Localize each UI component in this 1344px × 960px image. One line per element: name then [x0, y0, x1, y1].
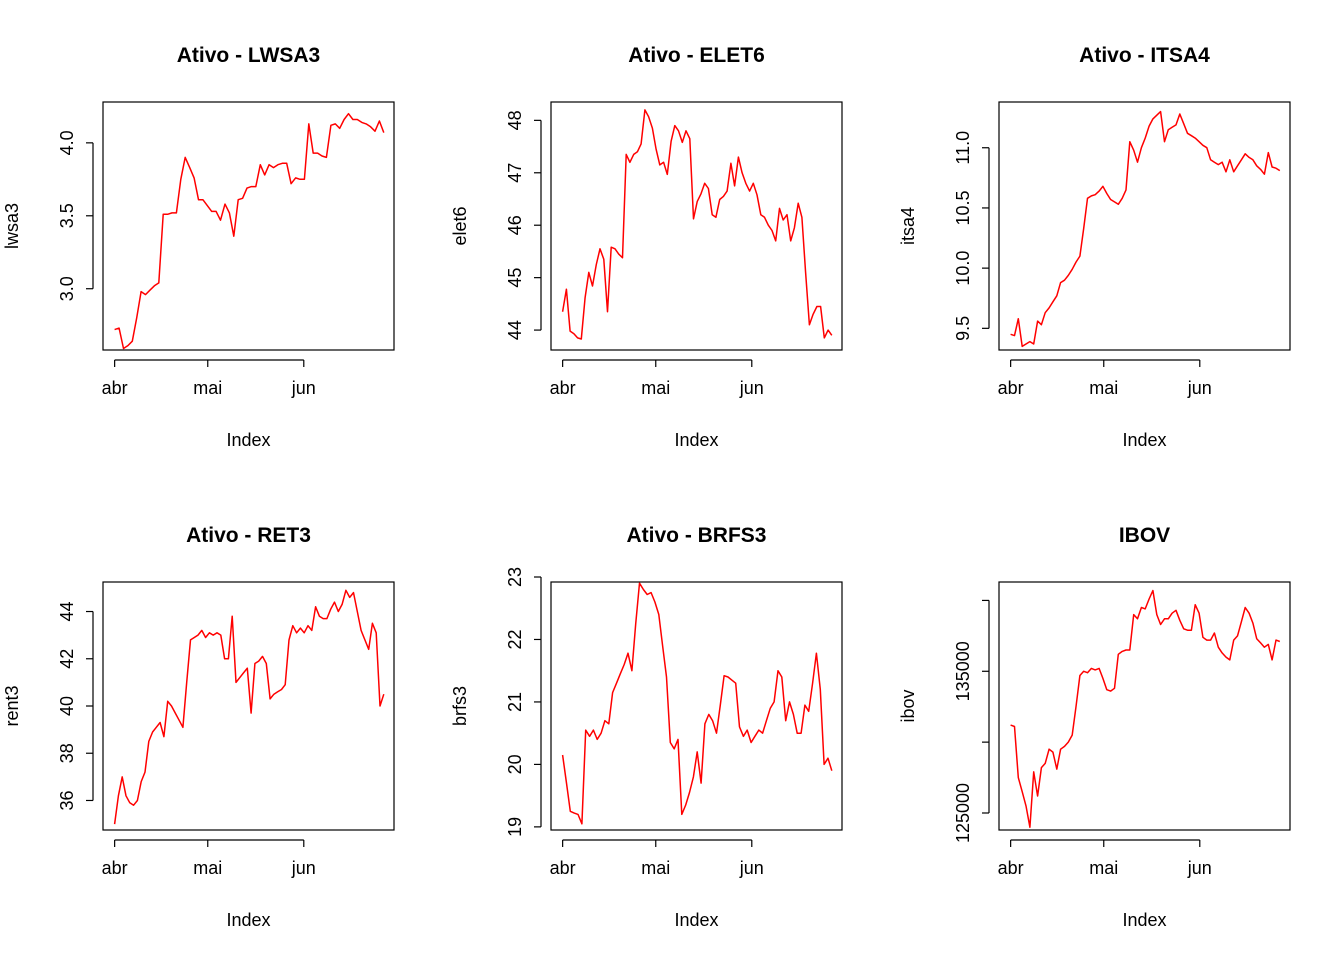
- x-tick-label: abr: [102, 858, 128, 878]
- x-tick-label: jun: [739, 858, 764, 878]
- x-axis-label: Index: [226, 430, 270, 450]
- chart-title: Ativo - ELET6: [628, 44, 765, 67]
- series-line: [1010, 589, 1281, 828]
- series-line: [114, 112, 385, 350]
- y-tick-label: 10.5: [953, 190, 973, 225]
- x-tick-label: mai: [1089, 378, 1118, 398]
- x-tick-label: abr: [998, 378, 1024, 398]
- x-axis-label: Index: [674, 430, 718, 450]
- y-axis-label: rent3: [2, 685, 22, 726]
- x-tick-label: mai: [1089, 858, 1118, 878]
- y-tick-label: 38: [57, 743, 77, 763]
- y-tick-label: 19: [505, 817, 525, 837]
- x-tick-label: abr: [102, 378, 128, 398]
- series-line: [561, 582, 833, 825]
- y-axis-label: itsa4: [898, 207, 918, 245]
- x-tick-label: abr: [998, 858, 1024, 878]
- y-tick-label: 36: [57, 790, 77, 810]
- series-line: [561, 109, 833, 340]
- plot-frame: [998, 101, 1291, 351]
- plot-frame: [998, 581, 1291, 831]
- y-axis-label: ibov: [898, 689, 918, 722]
- chart-title: IBOV: [1119, 524, 1170, 547]
- x-axis-label: Index: [1122, 430, 1166, 450]
- chart-panel: Ativo - ITSA4 abr mai jun Index 9.5 10.0 10.5 11…: [898, 44, 1291, 450]
- y-tick-label: 9.5: [953, 316, 973, 341]
- x-tick-label: abr: [550, 858, 576, 878]
- y-tick-label: 42: [57, 649, 77, 669]
- x-tick-label: mai: [641, 378, 670, 398]
- y-tick-label: 23: [505, 567, 525, 587]
- x-tick-label: jun: [739, 378, 764, 398]
- y-tick-label: 47: [505, 163, 525, 183]
- y-tick-label: 11.0: [953, 131, 973, 165]
- chart-title: Ativo - RET3: [186, 524, 311, 547]
- chart-title: Ativo - LWSA3: [177, 44, 321, 67]
- plot-frame: [550, 581, 843, 831]
- chart-title: Ativo - ITSA4: [1079, 44, 1210, 67]
- x-tick-label: jun: [1187, 858, 1212, 878]
- x-axis-label: Index: [674, 910, 718, 930]
- y-tick-label: 135000: [953, 641, 973, 701]
- x-tick-label: abr: [550, 378, 576, 398]
- x-axis-label: Index: [226, 910, 270, 930]
- x-tick-label: jun: [291, 378, 316, 398]
- x-tick-label: jun: [291, 858, 316, 878]
- y-tick-label: 22: [505, 629, 525, 649]
- y-tick-label: 44: [57, 602, 77, 622]
- y-tick-label: 21: [505, 692, 525, 712]
- x-tick-label: jun: [1187, 378, 1212, 398]
- y-tick-label: 20: [505, 754, 525, 774]
- chart-panel: Ativo - BRFS3 abr mai jun Index 19 20 21 22 23 brf…: [450, 524, 843, 930]
- chart-panel: IBOV abr mai jun Index 125000 135000 ibov: [898, 524, 1291, 930]
- plot-frame: [102, 101, 395, 351]
- chart-panel: Ativo - ELET6 abr mai jun Index 44 45 46 47 48 ele…: [450, 44, 843, 450]
- x-tick-label: mai: [193, 858, 222, 878]
- y-tick-label: 46: [505, 215, 525, 235]
- plot-frame: [102, 581, 395, 831]
- y-axis-label: elet6: [450, 206, 470, 245]
- y-tick-label: 4.0: [57, 130, 77, 155]
- y-tick-label: 3.5: [57, 203, 77, 228]
- y-tick-label: 3.0: [57, 276, 77, 301]
- chart-panel: Ativo - RET3 abr mai jun Index 36 38 40 42 44 rent…: [2, 524, 395, 930]
- chart-title: Ativo - BRFS3: [626, 524, 766, 547]
- plot-frame: [550, 101, 843, 351]
- y-tick-label: 48: [505, 110, 525, 130]
- y-tick-label: 125000: [953, 783, 973, 843]
- chart-panel: Ativo - LWSA3 abr mai jun Index 3.0 3.5 4.0 lwsa…: [2, 44, 395, 450]
- y-tick-label: 40: [57, 696, 77, 716]
- series-line: [113, 589, 385, 825]
- y-tick-label: 45: [505, 268, 525, 288]
- y-tick-label: 10.0: [953, 251, 973, 286]
- x-tick-label: mai: [641, 858, 670, 878]
- y-axis-label: brfs3: [450, 686, 470, 726]
- series-line: [1010, 110, 1281, 348]
- x-tick-label: mai: [193, 378, 222, 398]
- y-tick-label: 44: [505, 320, 525, 340]
- y-axis-label: lwsa3: [2, 203, 22, 249]
- x-axis-label: Index: [1122, 910, 1166, 930]
